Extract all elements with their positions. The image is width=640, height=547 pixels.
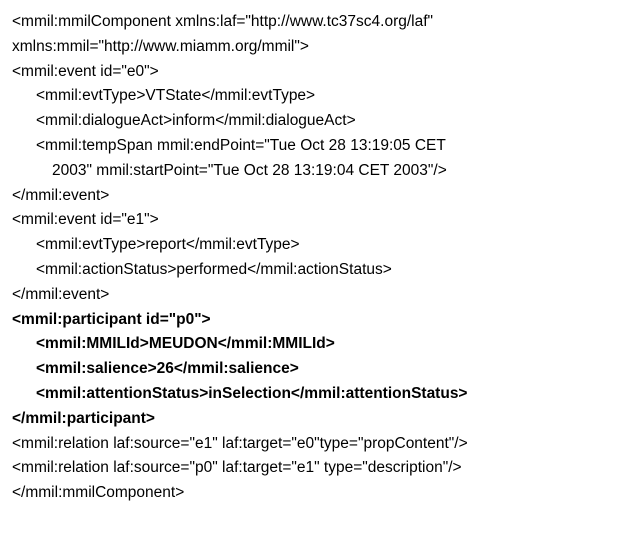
code-line: </mmil:event> xyxy=(12,184,628,209)
code-line: <mmil:mmilComponent xmlns:laf="http://ww… xyxy=(12,10,628,35)
code-line: <mmil:participant id="p0"> xyxy=(12,308,628,333)
code-line: <mmil:relation laf:source="p0" laf:targe… xyxy=(12,456,628,481)
code-line: <mmil:evtType>report</mmil:evtType> xyxy=(12,233,628,258)
code-line: 2003" mmil:startPoint="Tue Oct 28 13:19:… xyxy=(12,159,628,184)
code-line: <mmil:event id="e0"> xyxy=(12,60,628,85)
code-line: <mmil:actionStatus>performed</mmil:actio… xyxy=(12,258,628,283)
code-line: <mmil:evtType>VTState</mmil:evtType> xyxy=(12,84,628,109)
code-line: <mmil:dialogueAct>inform</mmil:dialogueA… xyxy=(12,109,628,134)
code-line: </mmil:participant> xyxy=(12,407,628,432)
code-line: <mmil:relation laf:source="e1" laf:targe… xyxy=(12,432,628,457)
code-line: xmlns:mmil="http://www.miamm.org/mmil"> xyxy=(12,35,628,60)
code-line: <mmil:tempSpan mmil:endPoint="Tue Oct 28… xyxy=(12,134,628,159)
code-line: <mmil:salience>26</mmil:salience> xyxy=(12,357,628,382)
code-line: </mmil:mmilComponent> xyxy=(12,481,628,506)
xml-code-block: <mmil:mmilComponent xmlns:laf="http://ww… xyxy=(12,10,628,506)
code-line: <mmil:attentionStatus>inSelection</mmil:… xyxy=(12,382,628,407)
code-line: <mmil:MMILId>MEUDON</mmil:MMILId> xyxy=(12,332,628,357)
code-line: <mmil:event id="e1"> xyxy=(12,208,628,233)
code-line: </mmil:event> xyxy=(12,283,628,308)
